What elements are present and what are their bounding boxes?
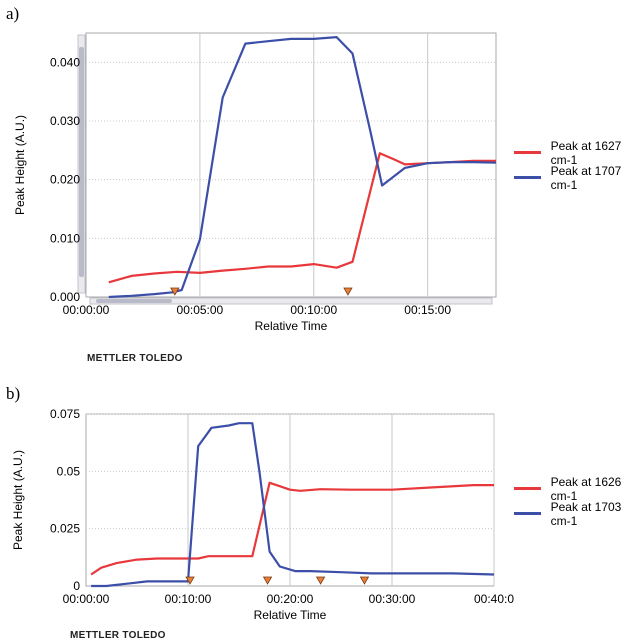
y-tick-label: 0.075 bbox=[50, 407, 80, 421]
brand-logo-a: METTLER TOLEDO bbox=[87, 353, 183, 364]
y-tick-label: 0.020 bbox=[50, 173, 80, 187]
y-tick-label: 0.025 bbox=[50, 522, 80, 536]
event-marker bbox=[359, 576, 370, 585]
y-tick-label: 0.000 bbox=[50, 290, 80, 304]
series-line-1 bbox=[90, 481, 494, 576]
panel-a-label: a) bbox=[6, 4, 20, 23]
legend-item: Peak at 1703 cm-1 bbox=[514, 499, 640, 528]
legend-item: Peak at 1707 cm-1 bbox=[514, 163, 640, 192]
brand-logo-b: METTLER TOLEDO bbox=[70, 630, 166, 641]
chart-a: 00:00:00 00:05:00 00:10:00 00:15:00 0.000 0.0… bbox=[13, 32, 497, 333]
y-axis-label: Peak Height (A.U.) bbox=[13, 115, 27, 215]
x-tick-label: 00:05:00 bbox=[177, 303, 224, 317]
x-tick-label: 00:00:00 bbox=[63, 592, 110, 606]
legend-swatch-blue bbox=[514, 512, 541, 515]
chart-b-legend: Peak at 1626 cm-1 Peak at 1703 cm-1 bbox=[514, 474, 640, 528]
x-tick-label: 00:30:00 bbox=[369, 592, 416, 606]
legend-swatch-blue bbox=[514, 176, 541, 179]
event-marker bbox=[185, 576, 195, 585]
legend-item: Peak at 1626 cm-1 bbox=[514, 474, 640, 503]
y-tick-label: 0 bbox=[73, 579, 80, 593]
legend-swatch-red bbox=[514, 487, 541, 490]
horizontal-scrollbar-thumb bbox=[96, 299, 172, 303]
x-axis-label: Relative Time bbox=[255, 319, 328, 333]
legend-label: Peak at 1703 cm-1 bbox=[550, 499, 622, 528]
legend-label: Peak at 1626 cm-1 bbox=[550, 474, 622, 503]
y-axis-label: Peak Height (A.U.) bbox=[11, 450, 25, 550]
horizontal-scrollbar-track bbox=[89, 297, 493, 305]
x-tick-label: 00:15:00 bbox=[404, 303, 451, 317]
event-marker bbox=[315, 576, 326, 585]
panel-b-label: b) bbox=[6, 384, 21, 403]
vertical-scrollbar-thumb bbox=[79, 47, 84, 277]
x-tick-label: 00:40:0 bbox=[474, 592, 514, 606]
x-tick-label: 00:00:00 bbox=[63, 303, 110, 317]
y-tick-label: 0.040 bbox=[50, 55, 80, 69]
x-tick-label: 00:10:00 bbox=[165, 592, 212, 606]
plot-frame bbox=[85, 32, 497, 298]
y-tick-label: 0.030 bbox=[50, 114, 80, 128]
x-axis-label: Relative Time bbox=[254, 608, 327, 622]
x-tick-label: 00:10:00 bbox=[290, 303, 337, 317]
series-line-2 bbox=[91, 422, 495, 588]
event-marker bbox=[343, 287, 353, 296]
event-marker bbox=[170, 287, 180, 296]
legend-swatch-red bbox=[514, 151, 541, 154]
legend-label: Peak at 1707 cm-1 bbox=[550, 163, 622, 192]
y-tick-label: 0.05 bbox=[57, 464, 81, 478]
chart-b: 00:00:00 00:10:00 00:20:00 00:30:00 00:40:0 0… bbox=[11, 407, 514, 622]
chart-a-legend: Peak at 1627 cm-1 Peak at 1707 cm-1 bbox=[514, 138, 640, 192]
y-tick-label: 0.010 bbox=[50, 231, 80, 245]
x-tick-label: 00:20:00 bbox=[267, 592, 314, 606]
legend-label: Peak at 1627 cm-1 bbox=[550, 138, 622, 167]
event-marker bbox=[262, 576, 273, 585]
legend-item: Peak at 1627 cm-1 bbox=[514, 138, 640, 167]
